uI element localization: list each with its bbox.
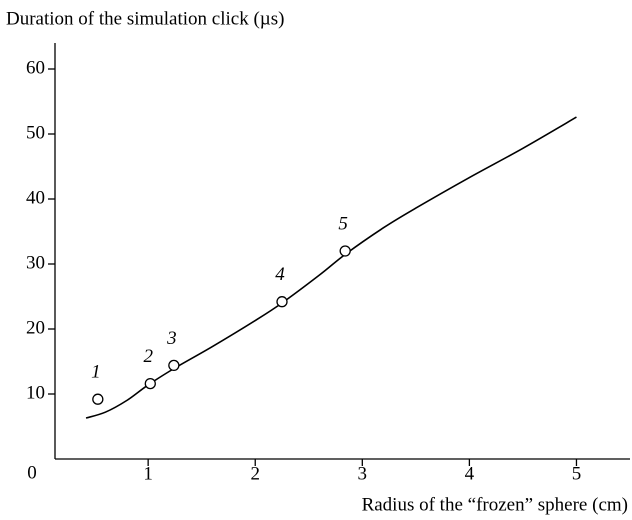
point-label: 1 [91,362,101,383]
y-tick-label: 40 [26,187,45,208]
point-label: 4 [275,264,285,285]
y-tick-label: 50 [26,122,45,143]
point-label: 2 [144,346,154,367]
y-tick-label: 60 [26,57,45,78]
curve [85,116,577,419]
x-tick-label: 3 [358,463,368,484]
y-tick-label: 20 [26,317,45,338]
y-tick-label: 30 [26,252,45,273]
data-point [144,377,156,390]
data-point [339,245,351,257]
x-tick-label: 2 [250,463,260,484]
origin-label: 0 [27,462,37,483]
x-tick-label: 4 [465,463,475,484]
point-label: 5 [338,213,348,234]
data-point [168,359,180,372]
x-tick-label: 1 [143,463,153,484]
y-tick-label: 10 [26,382,45,403]
y-axis-label: Duration of the simulation click (µs) [6,8,284,29]
data-point [276,296,288,308]
x-tick-label: 5 [572,463,582,484]
x-axis-label: Radius of the “frozen” sphere (cm) [362,494,628,515]
data-point [92,393,104,405]
point-label: 3 [166,328,177,349]
